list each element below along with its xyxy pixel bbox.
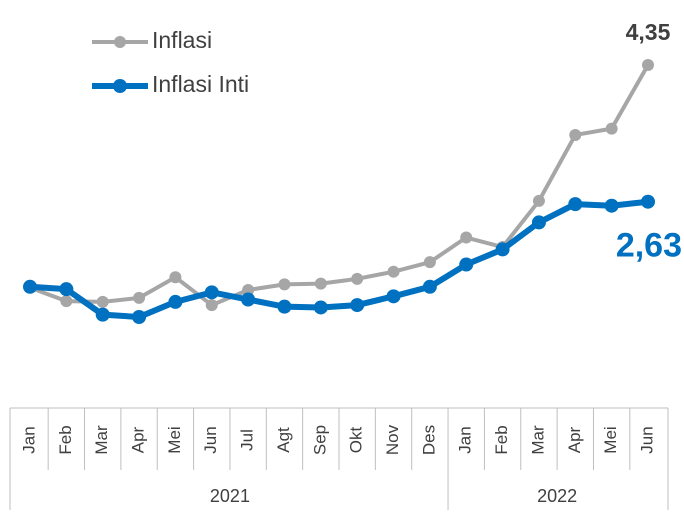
series-line — [29, 64, 650, 308]
data-point — [242, 283, 255, 296]
data-point — [641, 194, 655, 209]
data-point — [133, 291, 146, 304]
data-point — [568, 197, 583, 212]
x-tick-label: Mei — [601, 426, 620, 453]
x-tick-label: Jan — [456, 426, 475, 453]
legend-marker — [114, 36, 126, 48]
data-point — [96, 295, 109, 308]
data-point — [313, 300, 328, 315]
data-point — [351, 272, 364, 285]
data-point — [605, 122, 618, 135]
data-point — [386, 289, 401, 304]
x-tick-label: Jun — [201, 426, 220, 453]
x-group-label: 2021 — [210, 486, 250, 506]
data-point — [495, 242, 510, 257]
data-point — [59, 282, 74, 297]
data-point — [423, 256, 436, 269]
x-tick-label: Feb — [56, 425, 75, 454]
data-point — [205, 299, 218, 312]
data-point — [422, 279, 437, 294]
x-tick-label: Des — [419, 425, 438, 455]
x-group-label: 2022 — [537, 486, 577, 506]
x-tick-label: Apr — [129, 426, 148, 453]
data-point — [350, 298, 365, 313]
data-point — [277, 299, 292, 314]
legend-marker — [113, 79, 127, 93]
x-tick-label: Apr — [565, 426, 584, 453]
legend-label: Inflasi — [152, 27, 212, 53]
x-tick-label: Sep — [310, 425, 329, 455]
x-tick-label: Jul — [238, 429, 257, 451]
data-point — [132, 310, 147, 324]
data-point — [95, 307, 110, 322]
data-point — [532, 194, 545, 207]
x-tick-label: Mei — [165, 426, 184, 453]
data-point — [387, 265, 400, 278]
data-point — [569, 128, 582, 141]
data-label: 2,63 — [616, 227, 682, 265]
data-point — [168, 294, 183, 309]
data-point — [314, 277, 327, 290]
x-tick-label: Okt — [347, 427, 366, 454]
data-point — [204, 285, 219, 300]
x-tick-label: Feb — [492, 425, 511, 454]
data-point — [531, 215, 546, 230]
legend-label: Inflasi Inti — [152, 71, 249, 97]
data-point — [459, 257, 474, 272]
x-tick-label: Agt — [274, 427, 293, 453]
data-point — [241, 292, 256, 307]
x-tick-label: Mar — [528, 425, 547, 455]
data-point — [169, 271, 182, 284]
data-point — [60, 295, 73, 308]
data-point — [460, 231, 473, 244]
x-tick-label: Nov — [383, 424, 402, 455]
x-tick-label: Jun — [637, 426, 656, 453]
data-label: 4,35 — [626, 19, 671, 45]
data-point — [278, 278, 291, 291]
x-tick-label: Mar — [92, 425, 111, 455]
x-tick-label: Jan — [19, 426, 38, 453]
data-point — [642, 59, 654, 71]
data-point — [604, 198, 619, 213]
data-point — [23, 279, 37, 294]
